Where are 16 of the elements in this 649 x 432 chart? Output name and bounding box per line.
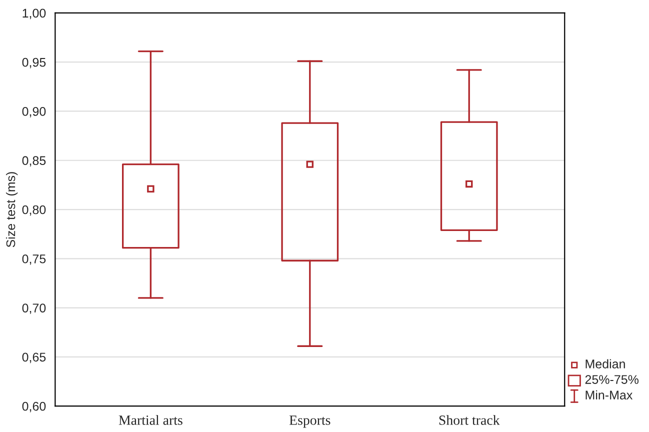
x-tick-label: Short track [439, 415, 500, 425]
x-tick-label: Martial arts [118, 415, 182, 425]
y-tick-label: 0,85 [22, 156, 46, 167]
y-tick-label: 1,00 [22, 8, 46, 20]
y-tick-label: 0,75 [22, 254, 46, 265]
y-tick-label: 0,60 [22, 402, 46, 412]
text: 25%-75% [585, 375, 639, 384]
y-tick-label: 0,80 [22, 205, 46, 216]
y-tick-label: 0,95 [22, 58, 46, 68]
y-tick-label: 0,70 [22, 304, 46, 314]
y-axis-title: Size test (ms) [6, 172, 18, 248]
y-tick-label: 0,90 [22, 107, 46, 118]
y-tick-label: 0,65 [22, 352, 46, 364]
text: Min-Max [586, 390, 633, 400]
x-tick-label: Esports [289, 416, 330, 428]
text: Median [586, 359, 625, 368]
